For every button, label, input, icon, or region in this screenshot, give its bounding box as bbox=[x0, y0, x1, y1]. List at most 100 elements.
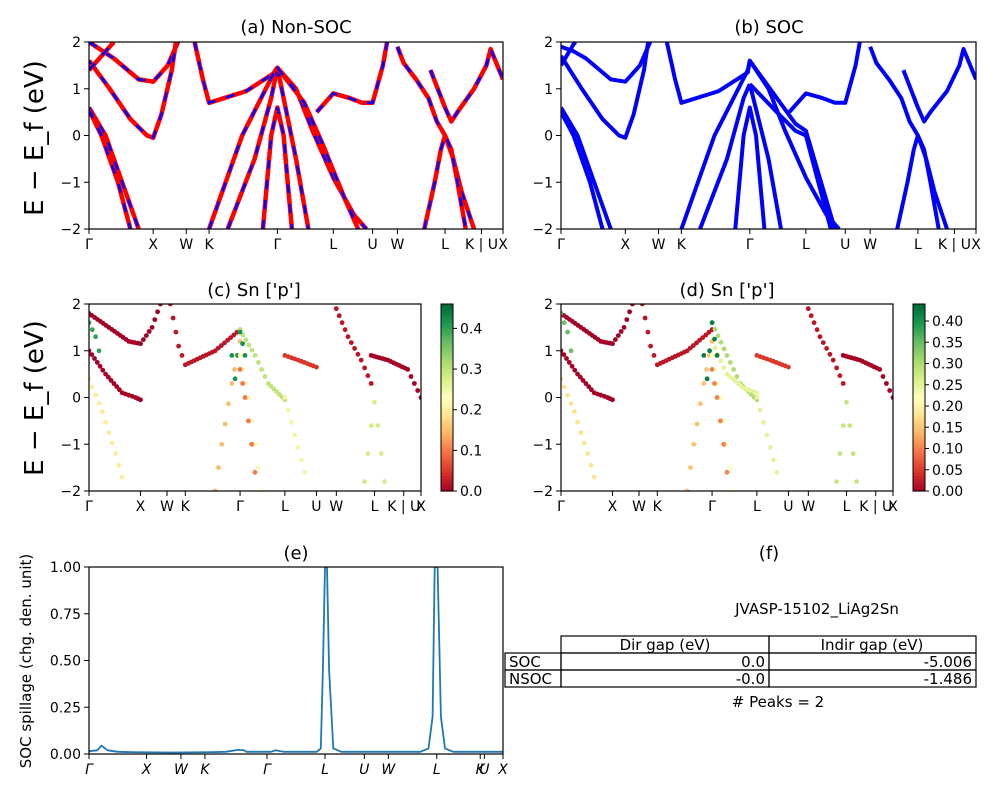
x-tick-label: Γ bbox=[85, 499, 93, 515]
band-line bbox=[748, 82, 833, 229]
band-point bbox=[252, 469, 258, 475]
band-point bbox=[237, 367, 243, 372]
colorbar-segment bbox=[913, 419, 925, 424]
band-point bbox=[569, 363, 575, 369]
colorbar-segment bbox=[913, 347, 925, 352]
colorbar-segment bbox=[913, 409, 925, 414]
colorbar-tick-label: 0.30 bbox=[932, 357, 963, 373]
table-cell-dir: 0.0 bbox=[741, 653, 765, 671]
axes-frame bbox=[88, 566, 504, 755]
colorbar-segment bbox=[913, 341, 925, 346]
colorbar-segment bbox=[913, 447, 925, 452]
colorbar-frame bbox=[912, 303, 926, 492]
band-point bbox=[565, 329, 570, 335]
band-line-soc bbox=[276, 66, 360, 229]
band-point bbox=[805, 306, 811, 312]
x-tick-label: W bbox=[652, 237, 666, 253]
band-point bbox=[774, 469, 780, 475]
band-line bbox=[733, 105, 767, 229]
band-point bbox=[651, 353, 657, 358]
band-point bbox=[138, 397, 143, 403]
band-point bbox=[333, 306, 339, 312]
y-tick-label: −1 bbox=[60, 175, 81, 191]
x-tick-label: W bbox=[174, 762, 189, 778]
band-point bbox=[179, 353, 185, 358]
x-tick-label: U bbox=[783, 499, 793, 515]
colorbar-segment bbox=[913, 332, 925, 336]
colorbar-segment bbox=[441, 447, 453, 452]
band-point bbox=[621, 325, 627, 330]
band-point bbox=[113, 451, 118, 456]
band-point bbox=[814, 327, 820, 333]
band-point bbox=[884, 381, 889, 386]
band-point bbox=[850, 451, 856, 456]
colorbar-frame bbox=[440, 303, 454, 492]
x-tick-label: Γ bbox=[557, 237, 565, 253]
colorbar-segment bbox=[441, 360, 453, 364]
colorbar-segment bbox=[441, 487, 453, 492]
y-tick-label: 0.75 bbox=[50, 607, 81, 623]
band-point bbox=[561, 320, 567, 326]
x-tick-label: L bbox=[802, 237, 810, 253]
y-tick-label: −1 bbox=[60, 437, 81, 453]
band-line bbox=[679, 60, 752, 229]
band-point bbox=[718, 418, 723, 424]
band-point bbox=[757, 407, 763, 413]
axes-frame bbox=[560, 41, 977, 230]
y-tick-label: 1 bbox=[544, 82, 553, 98]
colorbar-segment bbox=[441, 335, 453, 339]
band-point bbox=[216, 465, 221, 470]
colorbar-segment bbox=[441, 322, 453, 327]
band-point bbox=[712, 326, 718, 332]
band-point bbox=[222, 340, 227, 346]
colorbar-segment bbox=[913, 381, 925, 386]
plot-area bbox=[561, 42, 976, 229]
band-point bbox=[342, 327, 348, 333]
band-point bbox=[844, 399, 849, 405]
band-point bbox=[564, 356, 569, 361]
x-tick-label: W bbox=[391, 237, 405, 253]
table-cell-dir: -0.0 bbox=[736, 670, 765, 688]
band-point bbox=[581, 440, 587, 446]
table-row-label: SOC bbox=[509, 653, 541, 671]
x-tick-label: X bbox=[498, 237, 508, 253]
band-point bbox=[712, 345, 718, 351]
band-line-nsoc bbox=[315, 42, 390, 114]
x-tick-label: X bbox=[148, 237, 158, 253]
band-point bbox=[642, 315, 648, 321]
band-line bbox=[561, 111, 605, 229]
colorbar-segment bbox=[913, 413, 925, 417]
x-tick-label: K | U bbox=[859, 499, 892, 515]
band-point bbox=[691, 441, 697, 447]
x-tick-label: L bbox=[371, 499, 379, 515]
colorbar-segment bbox=[913, 385, 925, 389]
spillage-line bbox=[89, 567, 503, 754]
colorbar-segment bbox=[913, 403, 925, 408]
colorbar-segment bbox=[913, 360, 925, 364]
colorbar-segment bbox=[913, 453, 925, 458]
band-point bbox=[365, 373, 371, 379]
band-point bbox=[405, 367, 411, 372]
band-point bbox=[237, 329, 243, 335]
colorbar-segment bbox=[441, 313, 453, 318]
colorbar-segment bbox=[441, 388, 453, 392]
band-point bbox=[117, 387, 122, 393]
band-point bbox=[571, 409, 577, 414]
plot-area bbox=[561, 304, 893, 491]
band-point bbox=[146, 329, 152, 334]
y-tick-label: 1 bbox=[72, 344, 81, 360]
y-tick-label: 1 bbox=[72, 82, 81, 98]
band-point bbox=[712, 336, 717, 342]
colorbar-tick-label: 0.0 bbox=[460, 484, 482, 500]
band-point bbox=[714, 353, 720, 358]
colorbar-segment bbox=[913, 319, 925, 324]
x-tick-label: L bbox=[281, 499, 289, 515]
colorbar-segment bbox=[441, 419, 453, 424]
colorbar-segment bbox=[441, 478, 453, 483]
y-tick-label: 2 bbox=[72, 35, 81, 51]
band-point bbox=[688, 465, 693, 470]
panel-e-chart: 0.000.250.500.751.00Γ X W K Γ L U W L KU X bbox=[50, 560, 508, 778]
band-ylabel-mid: E − E_f (eV) bbox=[20, 320, 50, 476]
band-point bbox=[887, 388, 893, 393]
band-point bbox=[721, 365, 727, 370]
